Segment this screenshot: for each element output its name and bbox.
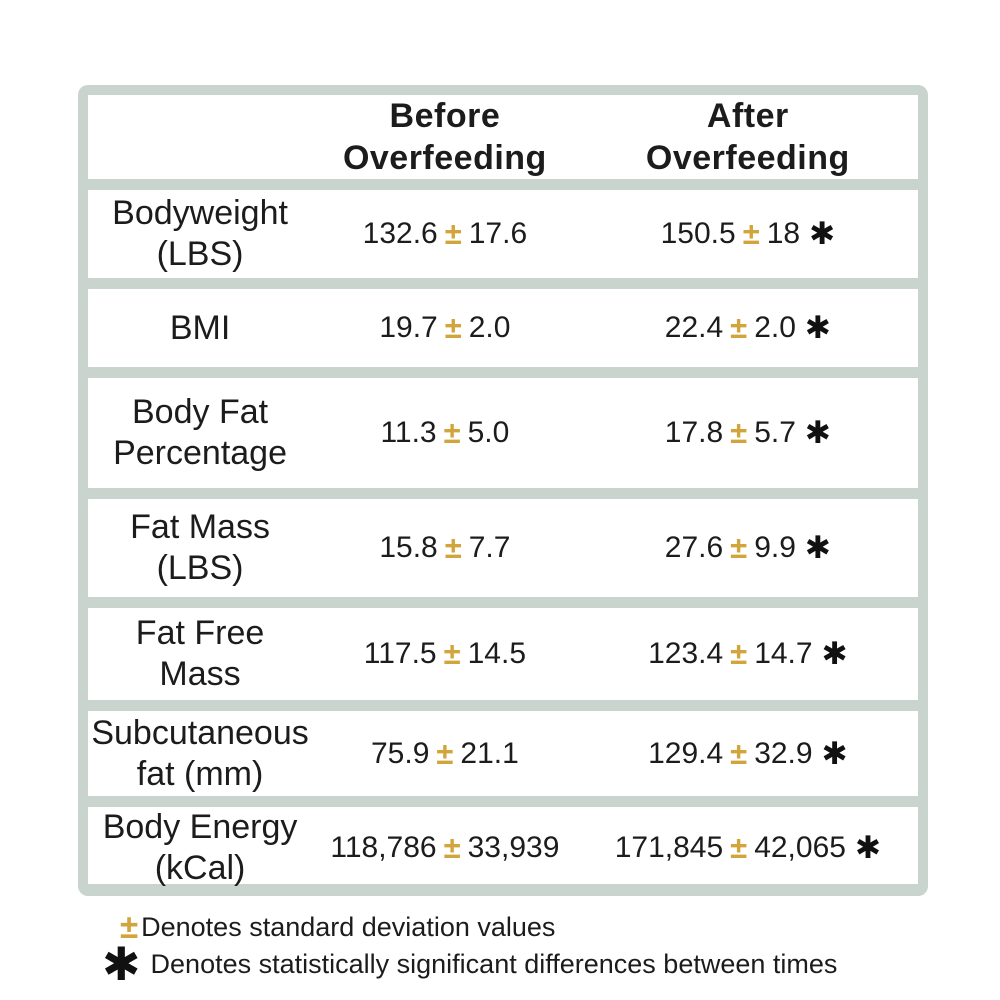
sd-value: 18 xyxy=(766,217,801,250)
significance-asterisk-icon: ✱ xyxy=(809,216,836,251)
row-label: Subcutaneous fat (mm) xyxy=(91,713,309,793)
before-value-cell: 117.5 ± 14.5 xyxy=(312,636,578,672)
table-row: Subcutaneous fat (mm) 75.9 ± 21.1 129.4 … xyxy=(88,711,918,796)
mean-value: 19.7 xyxy=(379,311,438,344)
sd-value: 5.0 xyxy=(467,416,510,449)
table-row: Fat Mass (LBS) 15.8 ± 7.7 27.6 ± 9.9 ✱ xyxy=(88,499,918,597)
plus-minus-icon: ± xyxy=(730,310,748,345)
sd-value: 9.9 xyxy=(754,531,796,564)
significance-asterisk-icon: ✱ xyxy=(102,938,141,990)
mean-value: 123.4 xyxy=(648,637,724,670)
measurements-table: Before Overfeeding After Overfeeding Bod… xyxy=(78,85,928,896)
significance-asterisk-icon: ✱ xyxy=(804,310,831,345)
sd-value: 17.6 xyxy=(468,217,528,250)
sd-value: 2.0 xyxy=(468,311,511,344)
significance-asterisk-icon: ✱ xyxy=(821,636,848,671)
significance-asterisk-icon: ✱ xyxy=(804,530,831,565)
before-value-cell: 11.3 ± 5.0 xyxy=(312,415,578,451)
before-value-cell: 75.9 ± 21.1 xyxy=(312,736,578,772)
table-header-row: Before Overfeeding After Overfeeding xyxy=(88,95,918,179)
after-value-cell: 123.4 ± 14.7 ✱ xyxy=(578,636,918,672)
significance-asterisk-icon: ✱ xyxy=(821,735,848,771)
after-value-cell: 150.5 ± 18 ✱ xyxy=(578,216,918,252)
plus-minus-icon: ± xyxy=(742,216,760,251)
sd-value: 32.9 xyxy=(754,736,813,770)
mean-value: 22.4 xyxy=(664,311,724,344)
table-row: Fat Free Mass 117.5 ± 14.5 123.4 ± 14.7 … xyxy=(88,608,918,700)
sd-value: 5.7 xyxy=(754,416,796,449)
mean-value: 171,845 xyxy=(614,831,724,864)
row-label: Fat Mass (LBS) xyxy=(130,508,270,587)
plus-minus-icon: ± xyxy=(443,830,461,865)
plus-minus-icon: ± xyxy=(444,310,462,345)
after-value-cell: 17.8 ± 5.7 ✱ xyxy=(578,415,918,451)
mean-value: 117.5 xyxy=(363,637,437,670)
mean-value: 27.6 xyxy=(664,531,724,564)
sd-value: 21.1 xyxy=(460,736,519,770)
sd-value: 7.7 xyxy=(468,531,511,564)
row-label: Body Energy (kCal) xyxy=(102,808,298,887)
legend-sd-text: Denotes standard deviation values xyxy=(141,911,556,942)
plus-minus-icon: ± xyxy=(730,415,748,450)
plus-minus-icon: ± xyxy=(730,830,748,865)
plus-minus-icon: ± xyxy=(443,636,461,671)
plus-minus-icon: ± xyxy=(444,216,462,251)
after-value-cell: 22.4 ± 2.0 ✱ xyxy=(578,310,918,346)
header-before-overfeeding: Before Overfeeding xyxy=(342,97,547,177)
after-value-cell: 27.6 ± 9.9 ✱ xyxy=(578,530,918,566)
after-value-cell: 171,845 ± 42,065 ✱ xyxy=(578,830,918,866)
before-value-cell: 19.7 ± 2.0 xyxy=(312,310,578,346)
mean-value: 129.4 xyxy=(648,736,724,770)
plus-minus-icon: ± xyxy=(444,530,462,565)
table-row: Body Energy (kCal) 118,786 ± 33,939 171,… xyxy=(88,807,918,887)
sd-value: 2.0 xyxy=(754,311,796,344)
plus-minus-icon: ± xyxy=(730,735,748,771)
table-row: BMI 19.7 ± 2.0 22.4 ± 2.0 ✱ xyxy=(88,289,918,367)
before-value-cell: 118,786 ± 33,939 xyxy=(312,830,578,866)
legend-sd-note: ± Denotes standard deviation values xyxy=(120,910,837,944)
mean-value: 75.9 xyxy=(370,736,430,770)
before-value-cell: 132.6 ± 17.6 xyxy=(312,216,578,252)
mean-value: 132.6 xyxy=(362,217,438,250)
plus-minus-icon: ± xyxy=(730,530,748,565)
after-value-cell: 129.4 ± 32.9 ✱ xyxy=(578,736,918,772)
sd-value: 14.7 xyxy=(754,637,813,670)
legend-significance-text: Denotes statistically significant differ… xyxy=(150,948,838,979)
mean-value: 150.5 xyxy=(660,217,736,250)
significance-asterisk-icon: ✱ xyxy=(854,830,881,865)
mean-value: 17.8 xyxy=(664,416,724,449)
sd-value: 33,939 xyxy=(467,831,560,864)
plus-minus-icon: ± xyxy=(120,908,139,945)
plus-minus-icon: ± xyxy=(443,415,461,450)
significance-asterisk-icon: ✱ xyxy=(804,415,831,450)
row-label: Body Fat Percentage xyxy=(113,393,287,472)
plus-minus-icon: ± xyxy=(436,735,454,771)
table-row: Bodyweight (LBS) 132.6 ± 17.6 150.5 ± 18… xyxy=(88,190,918,278)
header-after-overfeeding: After Overfeeding xyxy=(645,97,850,177)
row-label: Bodyweight (LBS) xyxy=(112,194,288,273)
legend: ± Denotes standard deviation values ✱ De… xyxy=(102,910,838,990)
row-label: BMI xyxy=(169,308,231,347)
table-row: Body Fat Percentage 11.3 ± 5.0 17.8 ± 5.… xyxy=(88,378,918,488)
row-label: Fat Free Mass xyxy=(135,614,265,693)
sd-value: 42,065 xyxy=(754,831,846,864)
mean-value: 11.3 xyxy=(380,416,437,449)
before-value-cell: 15.8 ± 7.7 xyxy=(312,530,578,566)
plus-minus-icon: ± xyxy=(730,636,748,671)
legend-significance-note: ✱ Denotes statistically significant diff… xyxy=(102,938,838,990)
mean-value: 118,786 xyxy=(330,831,437,864)
sd-value: 14.5 xyxy=(467,637,527,670)
mean-value: 15.8 xyxy=(379,531,438,564)
